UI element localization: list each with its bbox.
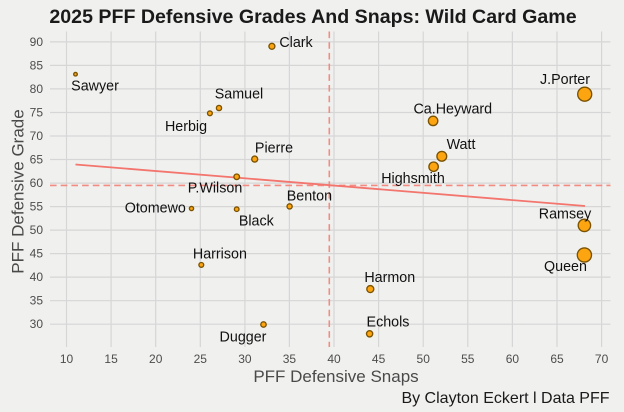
svg-text:PFF Defensive Grade: PFF Defensive Grade xyxy=(9,109,28,273)
svg-text:Ramsey: Ramsey xyxy=(539,207,592,223)
svg-text:2025 PFF Defensive Grades And: 2025 PFF Defensive Grades And Snaps: Wil… xyxy=(49,6,576,28)
svg-text:Dugger: Dugger xyxy=(220,330,267,346)
svg-text:15: 15 xyxy=(104,352,118,366)
svg-text:Samuel: Samuel xyxy=(215,87,263,103)
svg-text:J.Porter: J.Porter xyxy=(540,72,590,88)
svg-text:70: 70 xyxy=(595,352,609,366)
svg-text:55: 55 xyxy=(30,200,44,214)
svg-text:35: 35 xyxy=(30,294,44,308)
svg-text:90: 90 xyxy=(30,35,44,49)
svg-text:40: 40 xyxy=(30,270,44,284)
svg-text:50: 50 xyxy=(417,352,431,366)
svg-text:55: 55 xyxy=(461,352,475,366)
svg-text:10: 10 xyxy=(60,352,74,366)
svg-text:30: 30 xyxy=(238,352,252,366)
svg-text:Harmon: Harmon xyxy=(364,270,415,286)
svg-text:Pierre: Pierre xyxy=(255,140,293,156)
svg-text:75: 75 xyxy=(30,106,44,120)
svg-text:25: 25 xyxy=(194,352,208,366)
svg-text:Watt: Watt xyxy=(447,137,476,153)
svg-text:80: 80 xyxy=(30,82,44,96)
svg-text:20: 20 xyxy=(149,352,163,366)
svg-text:PFF Defensive Snaps: PFF Defensive Snaps xyxy=(253,367,418,386)
svg-text:65: 65 xyxy=(550,352,564,366)
svg-text:Ca.Heyward: Ca.Heyward xyxy=(413,102,492,118)
svg-text:65: 65 xyxy=(30,153,44,167)
svg-text:50: 50 xyxy=(30,223,44,237)
svg-text:Echols: Echols xyxy=(367,315,410,331)
svg-text:P.Wilson: P.Wilson xyxy=(188,181,243,197)
svg-text:Herbig: Herbig xyxy=(165,119,207,135)
svg-text:45: 45 xyxy=(372,352,386,366)
svg-text:Otomewo: Otomewo xyxy=(125,201,186,217)
svg-text:Benton: Benton xyxy=(287,188,332,204)
svg-text:45: 45 xyxy=(30,247,44,261)
svg-text:Highsmith: Highsmith xyxy=(381,171,445,187)
svg-text:35: 35 xyxy=(283,352,297,366)
svg-text:60: 60 xyxy=(30,176,44,190)
svg-text:Queen: Queen xyxy=(544,259,587,275)
svg-text:30: 30 xyxy=(30,317,44,331)
svg-text:70: 70 xyxy=(30,129,44,143)
svg-text:By Clayton Eckert l Data PFF: By Clayton Eckert l Data PFF xyxy=(401,390,609,407)
svg-text:Sawyer: Sawyer xyxy=(71,78,119,94)
svg-text:60: 60 xyxy=(506,352,520,366)
svg-text:Harrison: Harrison xyxy=(193,247,247,263)
svg-text:40: 40 xyxy=(327,352,341,366)
svg-text:85: 85 xyxy=(30,58,44,72)
svg-text:Black: Black xyxy=(239,213,275,229)
svg-text:Clark: Clark xyxy=(279,35,313,51)
